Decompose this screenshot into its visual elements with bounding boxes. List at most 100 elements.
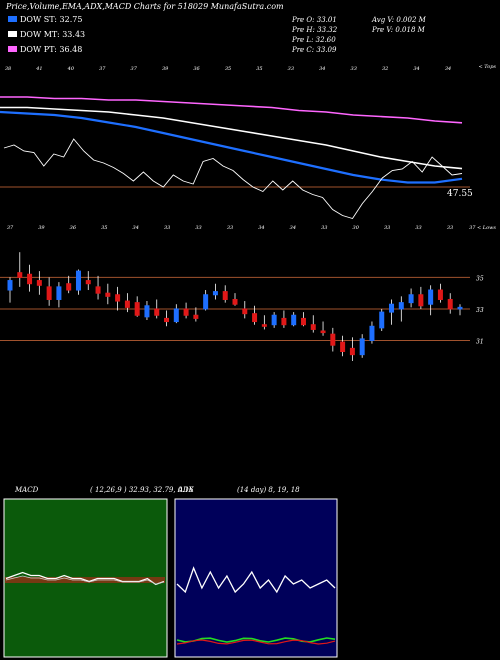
candle-body xyxy=(349,347,355,356)
ema-top-label: 35 xyxy=(256,66,262,72)
ema-series-line xyxy=(0,110,463,184)
candle-body xyxy=(261,324,267,327)
stat-avg-volume: Avg V: 0.002 M xyxy=(371,16,427,24)
ema-top-label: 38 xyxy=(5,66,11,72)
candle-body xyxy=(66,283,72,291)
ema-top-label: 32 xyxy=(382,66,388,72)
macd-line xyxy=(5,571,165,586)
adx-plot-area xyxy=(174,498,338,658)
candle-body xyxy=(300,317,306,326)
ema-top-label: 37 xyxy=(99,66,106,72)
ema-series-line xyxy=(0,106,463,170)
price-panel: 37 < Lows 35 33 31 xyxy=(0,225,496,361)
ema-bottom-label: 33 xyxy=(227,225,233,231)
tops-label: < Tops xyxy=(478,64,496,70)
candle-body xyxy=(340,341,346,353)
candle-body xyxy=(124,300,130,308)
ema-series-line xyxy=(0,96,463,124)
candle-body xyxy=(212,291,218,296)
candle-body xyxy=(359,338,365,356)
stat-pre-volume: Pre V: 0.018 M xyxy=(371,26,426,34)
ema-top-label: 34 xyxy=(319,66,325,72)
stat-pre-close: Pre C: 33.09 xyxy=(291,46,337,54)
candle-body xyxy=(7,280,13,291)
ema-bottom-label: 33 xyxy=(384,225,390,231)
stat-pre-open: Pre O: 33.01 xyxy=(291,16,337,24)
candle-body xyxy=(428,289,434,305)
ema-top-label: 35 xyxy=(225,66,231,72)
legend: DOW ST: 32.75 DOW MT: 33.43 DOW PT: 36.4… xyxy=(8,15,85,54)
legend-swatch-pt xyxy=(8,46,17,52)
ema-bottom-label: 33 xyxy=(164,225,170,231)
candle-body xyxy=(418,294,424,307)
lows-label: 37 < Lows xyxy=(469,225,496,231)
candle-body xyxy=(173,308,179,323)
candle-body xyxy=(183,308,189,316)
adx-line xyxy=(176,566,336,594)
page-title: Price,Volume,EMA,ADX,MACD Charts for 518… xyxy=(5,2,284,11)
candle-body xyxy=(17,272,23,278)
candle-body xyxy=(203,294,209,310)
ema-top-label: 34 xyxy=(445,66,451,72)
candle-body xyxy=(320,330,326,334)
candle-body xyxy=(222,291,228,300)
candle-body xyxy=(105,292,111,297)
adx-title: ADX xyxy=(177,486,195,494)
candle-body xyxy=(281,317,287,326)
candle-body xyxy=(330,333,336,346)
adx-params: (14 day) 8, 19, 18 xyxy=(237,486,300,494)
ema-bottom-label: 33 xyxy=(321,225,327,231)
ema-bottom-label: 35 xyxy=(101,225,107,231)
ema-bottom-label: 30 xyxy=(353,225,360,231)
ema-top-label: 37 xyxy=(131,66,138,72)
ema-bottom-label: 34 xyxy=(258,225,264,231)
macd-panel: MACD ( 12,26,9 ) 32.93, 32.79, 0.16 xyxy=(3,486,194,658)
candle-body xyxy=(398,302,404,310)
legend-label-mt: DOW MT: 33.43 xyxy=(20,30,85,39)
ema-bottom-label: 33 xyxy=(195,225,201,231)
ema-bottom-label: 33 xyxy=(447,225,453,231)
legend-swatch-mt xyxy=(8,31,17,37)
stat-pre-high: Pre H: 33.32 xyxy=(291,26,338,34)
candle-body xyxy=(164,317,170,323)
macd-params: ( 12,26,9 ) 32.93, 32.79, 0.16 xyxy=(90,486,194,494)
candle-body xyxy=(36,280,42,286)
price-level-label: 31 xyxy=(476,338,484,345)
candle-body xyxy=(95,286,101,294)
ema-top-label: 34 xyxy=(413,66,419,72)
candle-body xyxy=(369,325,375,341)
price-level-label: 35 xyxy=(476,275,484,282)
candle-body xyxy=(408,294,414,304)
candle-body xyxy=(437,289,443,300)
ema-bottom-label: 34 xyxy=(133,225,139,231)
candle-body xyxy=(46,286,52,300)
ema-bottom-label: 37 xyxy=(7,225,14,231)
ema-bottom-label: 34 xyxy=(290,225,296,231)
ema-bottom-label: 36 xyxy=(70,225,77,231)
macd-signal-line xyxy=(5,575,165,585)
candle-body xyxy=(144,305,150,318)
ema-top-label: 33 xyxy=(351,66,357,72)
candle-body xyxy=(154,308,160,316)
ema-right-label: 47.55 xyxy=(447,189,473,199)
candle-body xyxy=(389,303,395,313)
ema-top-label: 36 xyxy=(193,66,200,72)
ema-top-label: 40 xyxy=(67,66,75,72)
candle-body xyxy=(379,311,385,329)
candle-body xyxy=(75,270,81,291)
candle-body xyxy=(193,314,199,319)
ema-panel: < Tops 47.55 38 41 40 37 37 39 36 35 35 33 34 33 32 3… xyxy=(0,64,496,231)
legend-label-pt: DOW PT: 36.48 xyxy=(20,45,82,54)
candle-body xyxy=(242,308,248,315)
candle-body xyxy=(56,286,62,300)
ema-bottom-label: 33 xyxy=(415,225,421,231)
candle-body xyxy=(310,324,316,330)
candle-body xyxy=(457,306,463,310)
legend-label-st: DOW ST: 32.75 xyxy=(20,15,82,24)
adx-minus-di-line xyxy=(176,639,336,645)
candle-body xyxy=(447,298,453,310)
candle-body xyxy=(27,273,33,285)
candle-body xyxy=(134,302,140,316)
price-level-label: 33 xyxy=(476,307,484,314)
